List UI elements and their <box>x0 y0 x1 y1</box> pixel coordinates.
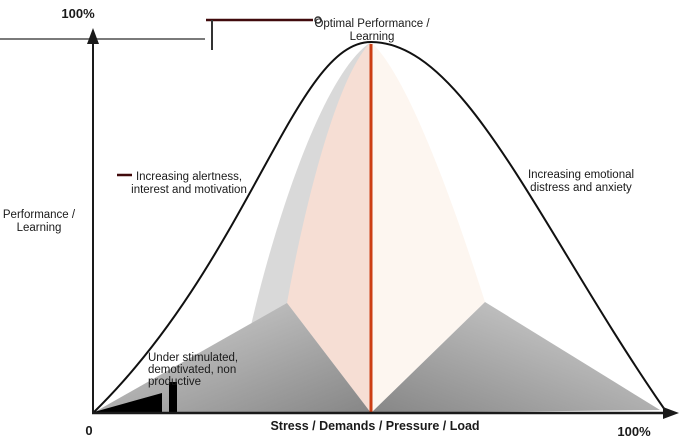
x-max-label: 100% <box>617 424 651 439</box>
y-max-label: 100% <box>61 6 95 21</box>
origin-label: 0 <box>85 423 92 438</box>
distress-label-line2: distress and anxiety <box>530 182 632 194</box>
right-shadow-triangle <box>371 302 660 413</box>
optimal-label-line2: Learning <box>350 31 395 43</box>
x-axis-title: Stress / Demands / Pressure / Load <box>270 419 479 433</box>
alertness-label-line2: interest and motivation <box>131 184 247 196</box>
y-axis-arrow-icon <box>87 28 99 44</box>
ivory-zone <box>371 42 485 413</box>
y-axis-title-line2: Learning <box>17 222 62 234</box>
optimal-label-line1: Optimal Performance / <box>314 18 430 30</box>
leader-dot-icon <box>314 16 322 24</box>
understimulated-label-line1: Under stimulated, <box>148 352 238 364</box>
bell-curve-outline <box>92 40 666 414</box>
distress-label-line1: Increasing emotional <box>528 169 634 181</box>
origin-black-bar <box>169 382 177 412</box>
origin-black-wedge <box>94 393 162 412</box>
left-shadow-triangle <box>93 303 371 413</box>
pink-zone <box>287 42 371 413</box>
understimulated-label-line2: demotivated, non <box>148 364 236 376</box>
y-axis-title-line1: Performance / <box>3 209 76 221</box>
understimulated-label-line3: productive <box>148 376 201 388</box>
alertness-label-line1: Increasing alertness, <box>136 171 242 183</box>
x-axis-arrow-icon <box>663 407 679 419</box>
